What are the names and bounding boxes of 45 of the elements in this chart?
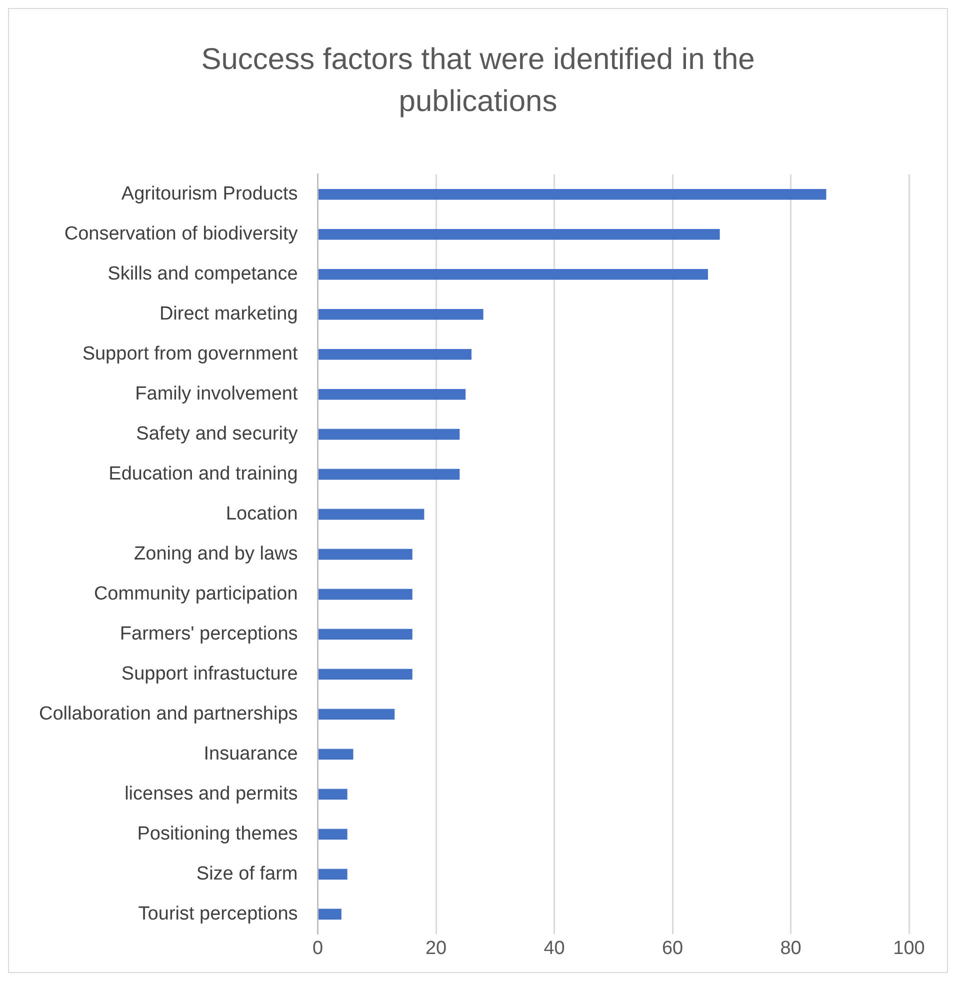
bar xyxy=(318,188,826,200)
x-tick-label: 20 xyxy=(425,938,447,959)
y-tick-label: Location xyxy=(226,504,298,525)
x-tick-label: 60 xyxy=(662,938,684,959)
x-tick-label: 40 xyxy=(544,938,565,959)
y-tick-label: Insuarance xyxy=(204,743,298,764)
bar xyxy=(318,828,348,840)
bar xyxy=(318,468,460,480)
y-tick-label: licenses and permits xyxy=(124,783,298,804)
y-tick-label: Support infrastucture xyxy=(121,664,298,685)
bar xyxy=(318,428,460,440)
y-tick-label: Agritourism Products xyxy=(121,184,298,205)
y-tick-label: Zoning and by laws xyxy=(134,544,298,565)
bar xyxy=(318,908,342,920)
x-tick-label: 100 xyxy=(893,938,925,959)
y-tick-label: Tourist perceptions xyxy=(138,903,298,924)
bar xyxy=(318,348,472,360)
y-tick-label: Size of farm xyxy=(196,863,298,884)
bar xyxy=(318,588,412,600)
y-tick-label: Support from government xyxy=(82,344,298,365)
bar xyxy=(318,668,412,680)
y-tick-label: Farmers' perceptions xyxy=(120,624,298,645)
bar xyxy=(318,868,348,880)
bar xyxy=(318,788,348,800)
y-tick-label: Skills and competance xyxy=(108,264,298,285)
y-tick-label: Education and training xyxy=(108,464,298,485)
bar xyxy=(318,228,720,240)
bar xyxy=(318,748,354,760)
chart-title: Success factors that were identified in the publications xyxy=(200,42,756,120)
x-tick-label: 80 xyxy=(780,938,802,959)
bar xyxy=(318,388,466,400)
bar xyxy=(318,308,484,320)
y-tick-label: Safety and security xyxy=(136,424,298,445)
x-tick-label: 0 xyxy=(312,938,324,959)
y-tick-label: Collaboration and partnerships xyxy=(38,703,298,724)
y-tick-label: Community participation xyxy=(94,584,298,605)
bar xyxy=(318,268,708,280)
y-tick-label: Direct marketing xyxy=(159,304,298,325)
bar xyxy=(318,628,412,640)
y-tick-label: Positioning themes xyxy=(137,823,298,844)
bar xyxy=(318,548,412,560)
y-tick-label: Conservation of biodiversity xyxy=(64,224,298,245)
bar xyxy=(318,508,424,520)
bar xyxy=(318,708,395,720)
y-tick-label: Family involvement xyxy=(135,384,298,405)
